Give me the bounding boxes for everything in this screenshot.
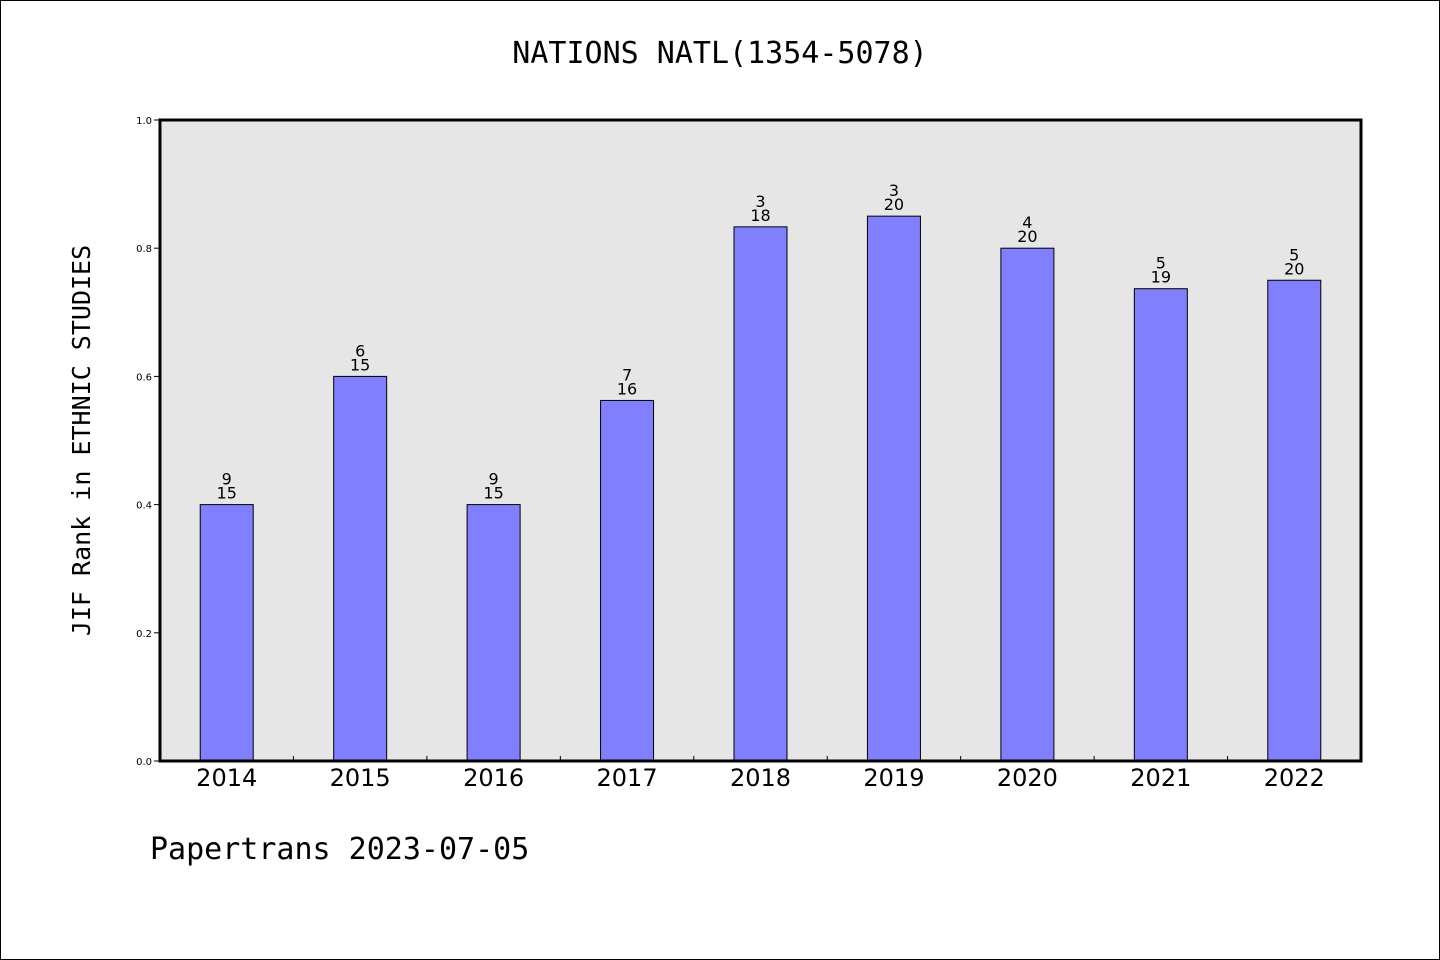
y-tick-label: 0.4 bbox=[136, 501, 152, 512]
x-tick-label: 2019 bbox=[863, 764, 924, 792]
footer-text: Papertrans 2023-07-05 bbox=[150, 832, 530, 867]
bar-label-total: 20 bbox=[884, 195, 904, 214]
bar-label-total: 20 bbox=[1017, 227, 1037, 246]
bar-2020 bbox=[1000, 247, 1055, 762]
x-tick-label: 2016 bbox=[463, 764, 524, 792]
bar-label-total: 15 bbox=[350, 355, 370, 374]
bar-label-total: 19 bbox=[1151, 268, 1171, 287]
bar-label-rank: 9 bbox=[489, 470, 499, 489]
x-tick-label: 2015 bbox=[330, 764, 391, 792]
y-tick-label: 0.0 bbox=[136, 757, 152, 768]
bar-label-total: 16 bbox=[617, 379, 637, 398]
bar-2019 bbox=[866, 215, 921, 762]
bar-2014 bbox=[199, 504, 254, 762]
chart-title: NATIONS NATL(1354-5078) bbox=[512, 36, 928, 71]
bar-label-rank: 3 bbox=[755, 192, 765, 211]
y-tick-label: 0.2 bbox=[136, 629, 152, 640]
x-tick-label: 2021 bbox=[1130, 764, 1191, 792]
bar-label-rank: 5 bbox=[1156, 254, 1166, 273]
x-axis-ticks: 2014 2015 2016 2017 2018 2019 2020 2021 2022 bbox=[196, 756, 1325, 792]
bar-2022 bbox=[1267, 279, 1322, 762]
bar-2016 bbox=[466, 504, 521, 762]
y-tick-label: 0.6 bbox=[136, 372, 152, 383]
bar-label-rank: 6 bbox=[355, 341, 365, 360]
bar-2018 bbox=[733, 226, 788, 762]
bar-2015 bbox=[333, 375, 388, 762]
y-tick-label: 1.0 bbox=[136, 116, 152, 127]
bar-label-total: 15 bbox=[217, 484, 237, 503]
bar-label-rank: 5 bbox=[1289, 245, 1299, 264]
bar-label-rank: 4 bbox=[1022, 213, 1032, 232]
x-tick-label: 2022 bbox=[1264, 764, 1325, 792]
x-tick-label: 2018 bbox=[730, 764, 791, 792]
bar-label-total: 18 bbox=[750, 206, 770, 225]
y-axis-label: JIF Rank in ETHNIC STUDIES bbox=[67, 245, 96, 636]
bar-label-total: 20 bbox=[1284, 259, 1304, 278]
x-tick-label: 2017 bbox=[597, 764, 658, 792]
x-tick-label: 2014 bbox=[196, 764, 257, 792]
y-axis-ticks: 0.0 0.2 0.4 0.6 0.8 1.0 bbox=[136, 116, 160, 768]
bar-2021 bbox=[1133, 288, 1188, 762]
bar-label-rank: 9 bbox=[222, 470, 232, 489]
bar-label-rank: 3 bbox=[889, 181, 899, 200]
plot-border bbox=[158, 118, 1363, 763]
x-tick-label: 2020 bbox=[997, 764, 1058, 792]
bar-label-total: 15 bbox=[483, 484, 503, 503]
y-tick-label: 0.8 bbox=[136, 244, 152, 255]
bar-label-rank: 7 bbox=[622, 365, 632, 384]
bars-group bbox=[199, 215, 1322, 762]
bar-2017 bbox=[600, 399, 655, 762]
